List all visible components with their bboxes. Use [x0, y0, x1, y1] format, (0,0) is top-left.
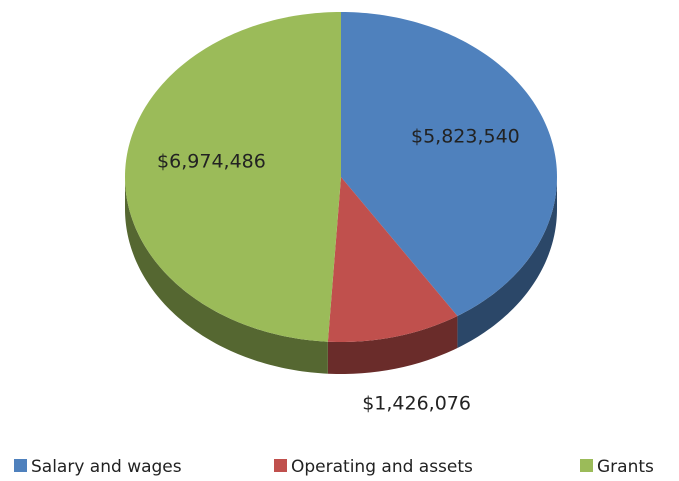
legend-label: Salary and wages	[31, 457, 182, 477]
slice	[327, 177, 458, 342]
slice-side	[327, 315, 458, 374]
slice	[341, 12, 557, 316]
legend-label: Operating and assets	[291, 457, 473, 477]
slice-side	[125, 177, 328, 374]
legend-swatch	[580, 459, 593, 472]
data-label: $1,426,076	[362, 393, 471, 415]
slice	[125, 12, 342, 342]
data-label: $5,823,540	[411, 126, 520, 148]
legend-swatch	[274, 459, 287, 472]
slice-side	[457, 177, 557, 348]
legend-label: Grants	[597, 457, 654, 477]
legend-swatch	[14, 459, 27, 472]
data-label: $6,974,486	[157, 150, 266, 172]
